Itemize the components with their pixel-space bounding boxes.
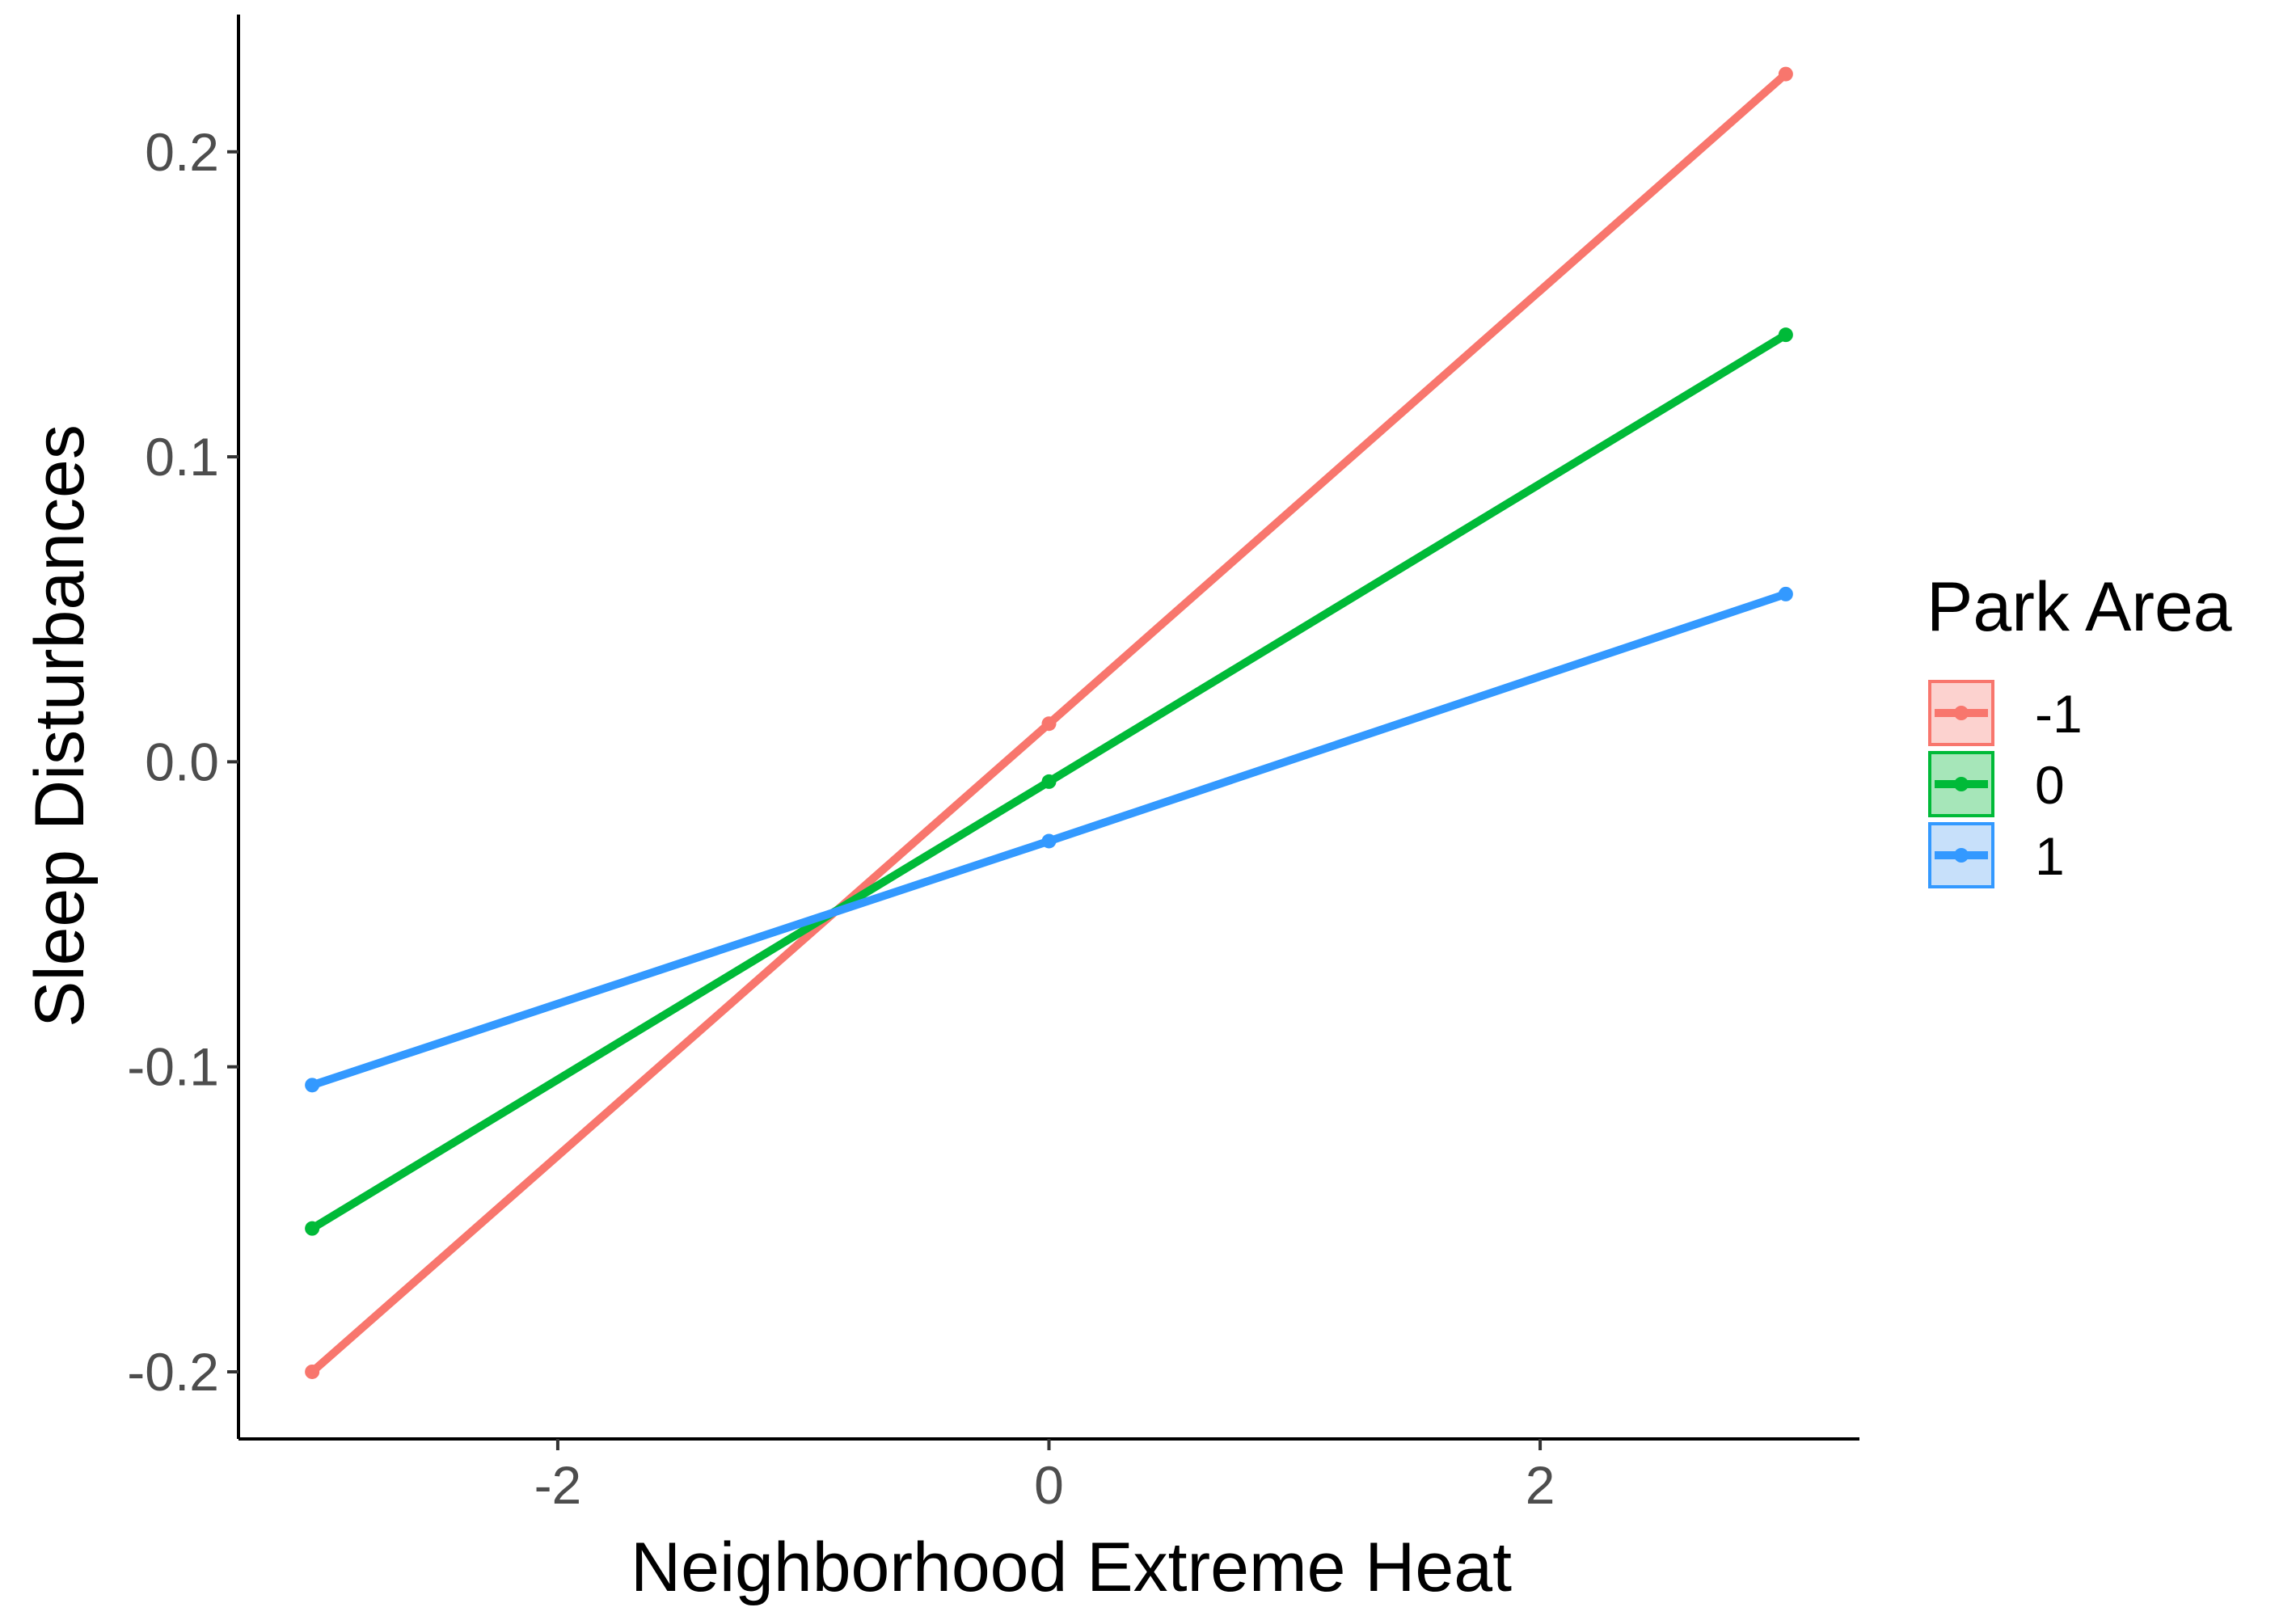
legend-label: 0 xyxy=(2035,755,2065,815)
legend-key-point xyxy=(1954,848,1969,863)
data-point xyxy=(1778,66,1793,82)
y-tick-label: -0.2 xyxy=(127,1342,219,1402)
legend-label: -1 xyxy=(2035,684,2083,744)
y-tick-label: -0.1 xyxy=(127,1037,219,1097)
y-axis-ticks: -0.2 -0.1 0.0 0.1 0.2 xyxy=(127,122,238,1402)
data-point xyxy=(1041,833,1057,849)
x-tick-label: 0 xyxy=(1034,1455,1064,1515)
legend-title: Park Area xyxy=(1927,568,2232,646)
data-point xyxy=(305,1364,320,1379)
y-tick-label: 0.2 xyxy=(145,122,219,182)
y-tick-label: 0.0 xyxy=(145,732,219,791)
data-point xyxy=(1778,586,1793,601)
legend-key-point xyxy=(1954,706,1969,720)
data-point xyxy=(305,1078,320,1093)
legend-key xyxy=(1928,680,1994,746)
y-axis-title: Sleep Disturbances xyxy=(21,424,99,1027)
y-tick-label: 0.1 xyxy=(145,427,219,487)
x-axis-ticks: -2 0 2 xyxy=(534,1439,1555,1515)
legend-key-point xyxy=(1954,777,1969,791)
x-tick-label: -2 xyxy=(534,1455,582,1515)
x-axis-title: Neighborhood Extreme Heat xyxy=(631,1529,1512,1606)
data-point xyxy=(1041,716,1057,732)
data-point xyxy=(1041,774,1057,789)
data-point xyxy=(1778,327,1793,343)
x-tick-label: 2 xyxy=(1526,1455,1555,1515)
data-point xyxy=(305,1221,320,1236)
legend-key xyxy=(1928,822,1994,888)
legend: Park Area -1 0 1 xyxy=(1927,568,2232,888)
legend-key xyxy=(1928,751,1994,817)
series-points xyxy=(305,66,1793,1379)
legend-label: 1 xyxy=(2035,826,2065,886)
